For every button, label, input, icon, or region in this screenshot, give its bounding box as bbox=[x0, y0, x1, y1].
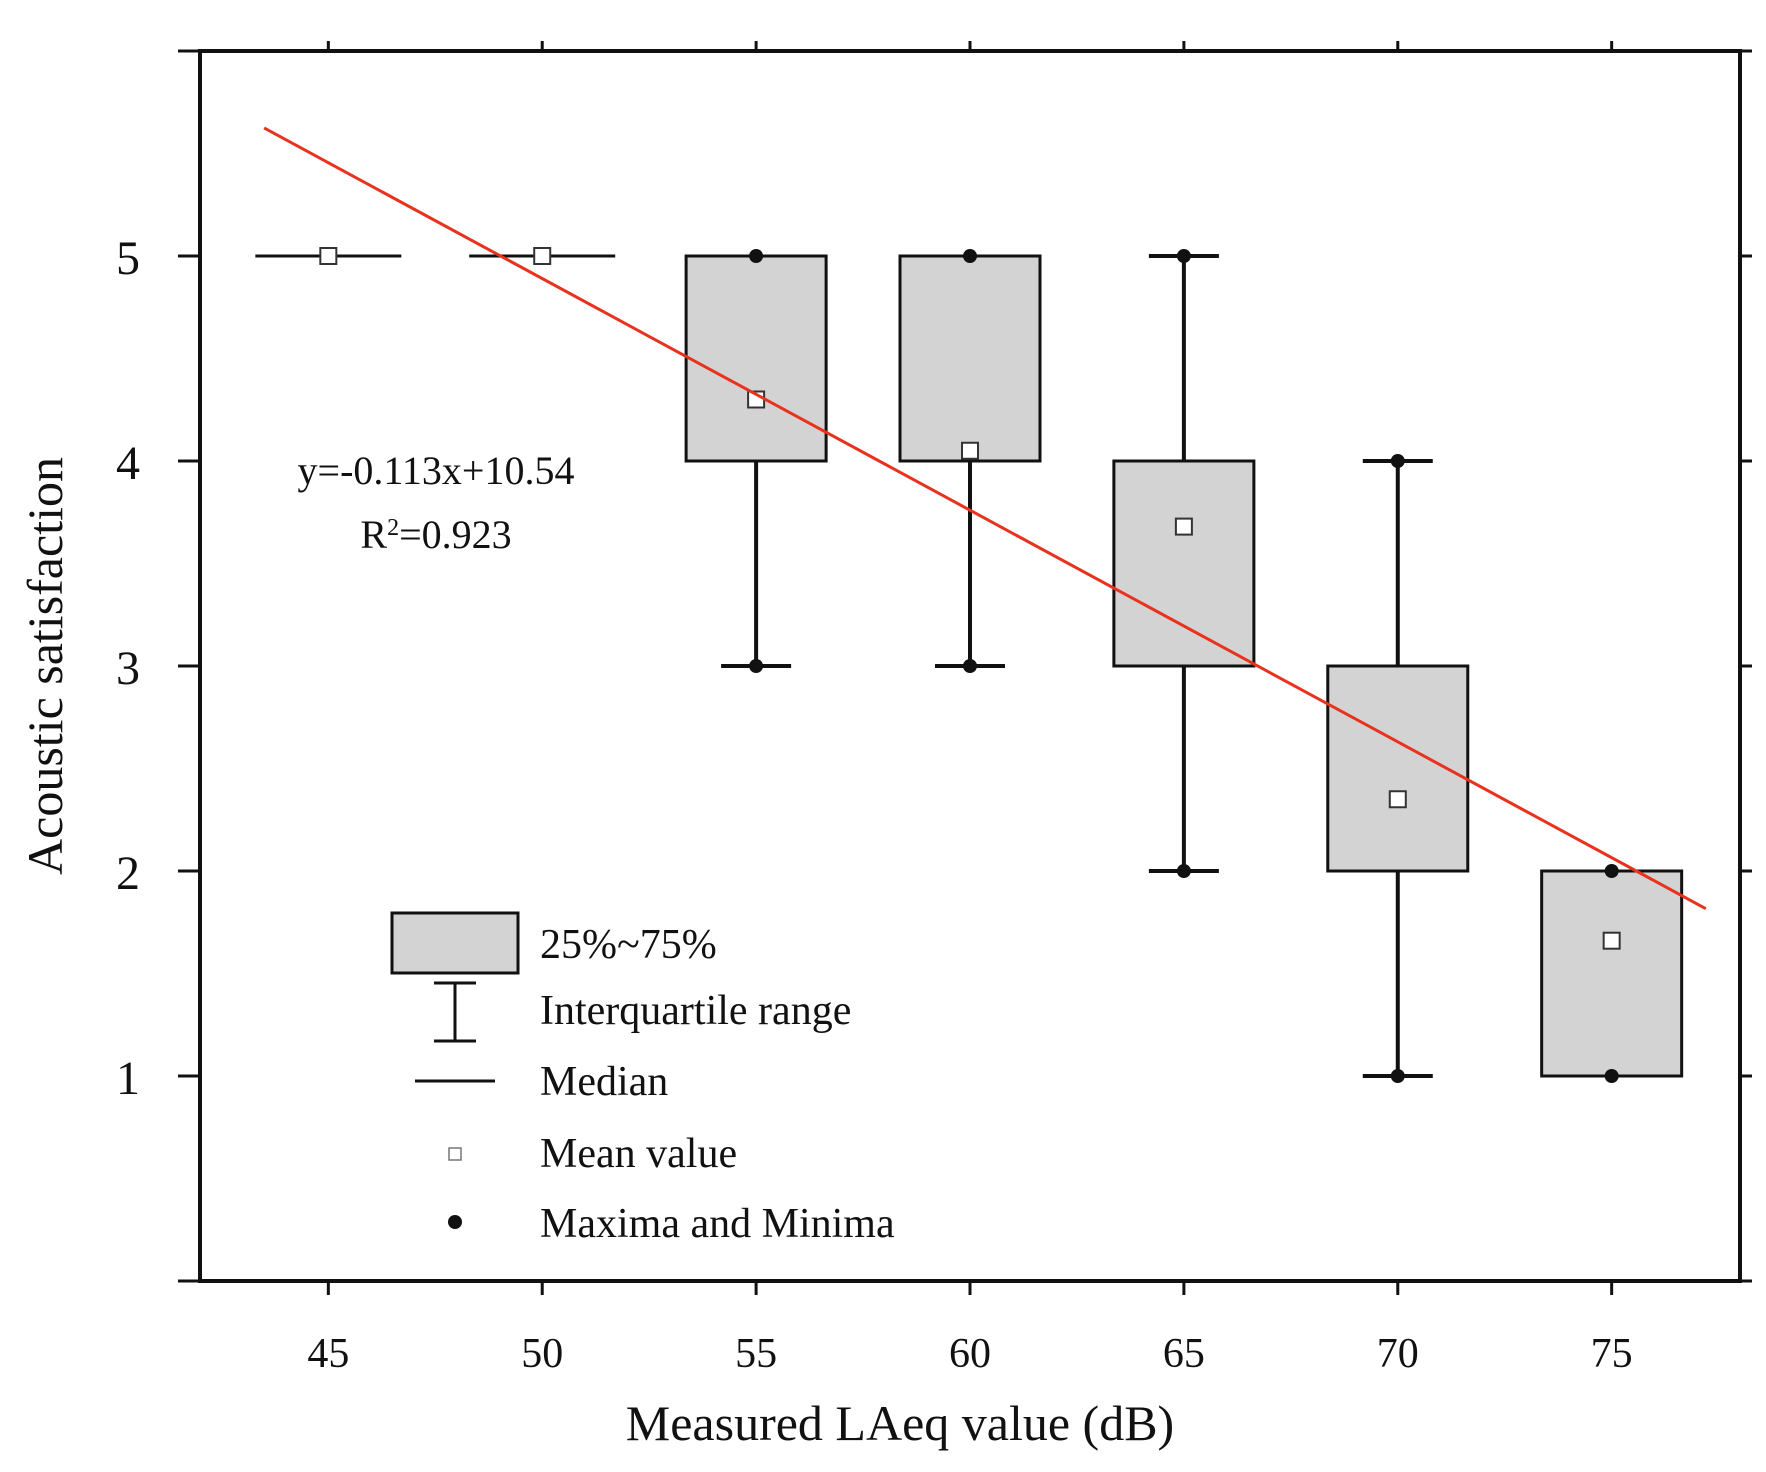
box-65 bbox=[1112, 249, 1256, 878]
y-tick-labels: 1 2 3 4 5 bbox=[116, 232, 140, 1105]
x-tick-label-50: 50 bbox=[521, 1331, 563, 1377]
x-tick-labels: 45 50 55 60 65 70 75 bbox=[307, 1331, 1632, 1377]
regression-line bbox=[263, 126, 1707, 910]
max-point-65 bbox=[1176, 249, 1191, 263]
x-tick-label-55: 55 bbox=[735, 1331, 777, 1377]
x-tick-label-75: 75 bbox=[1591, 1331, 1633, 1377]
iqr-box-65 bbox=[1112, 459, 1256, 668]
axis-ticks bbox=[178, 41, 1752, 1295]
min-point-75 bbox=[1604, 1069, 1619, 1083]
legend-whisker-swatch bbox=[434, 981, 476, 1043]
max-point-70 bbox=[1390, 454, 1405, 468]
y-tick-label-5: 5 bbox=[116, 232, 140, 285]
legend-median-label: Median bbox=[540, 1059, 668, 1105]
mean-marker-60 bbox=[961, 441, 979, 460]
mean-marker-50 bbox=[533, 247, 552, 265]
mean-marker-45 bbox=[319, 247, 338, 265]
y-tick-label-3: 3 bbox=[116, 642, 140, 695]
x-tick-label-70: 70 bbox=[1377, 1331, 1419, 1377]
r2-label: R2=0.923 bbox=[360, 512, 511, 557]
mean-marker-65 bbox=[1174, 517, 1193, 536]
iqr-box-60 bbox=[898, 254, 1042, 463]
box-75 bbox=[1540, 864, 1684, 1083]
min-point-55 bbox=[749, 659, 764, 673]
iqr-box-75 bbox=[1540, 869, 1684, 1078]
mean-marker-75 bbox=[1602, 931, 1621, 950]
min-point-70 bbox=[1390, 1069, 1405, 1083]
box-55 bbox=[684, 249, 828, 673]
y-tick-label-2: 2 bbox=[116, 847, 140, 900]
y-tick-label-4: 4 bbox=[116, 437, 140, 490]
max-point-60 bbox=[963, 249, 977, 263]
x-axis-label: Measured LAeq value (dB) bbox=[626, 1395, 1174, 1451]
x-tick-label-45: 45 bbox=[307, 1331, 349, 1377]
y-tick-label-1: 1 bbox=[116, 1052, 140, 1105]
legend-whisker-label: Interquartile range bbox=[540, 988, 851, 1034]
max-point-75 bbox=[1604, 864, 1619, 878]
legend-extrema-swatch bbox=[448, 1215, 462, 1229]
mean-marker-70 bbox=[1388, 790, 1407, 809]
max-point-55 bbox=[749, 249, 764, 263]
legend-box-swatch bbox=[390, 911, 520, 975]
legend-mean-swatch bbox=[448, 1147, 462, 1161]
legend-mean-label: Mean value bbox=[540, 1131, 737, 1177]
min-point-65 bbox=[1176, 864, 1191, 878]
equation-label: y=-0.113x+10.54 bbox=[298, 448, 575, 493]
legend: 25%~75% Interquartile range Median Mean … bbox=[390, 911, 895, 1247]
x-tick-label-65: 65 bbox=[1163, 1331, 1205, 1377]
legend-extrema-label: Maxima and Minima bbox=[540, 1201, 895, 1247]
legend-box-label: 25%~75% bbox=[540, 922, 717, 968]
box-60 bbox=[898, 249, 1042, 673]
y-axis-label: Acoustic satisfaction bbox=[17, 457, 73, 875]
min-point-60 bbox=[963, 659, 977, 673]
box-50 bbox=[469, 247, 616, 265]
iqr-box-55 bbox=[684, 254, 828, 463]
x-tick-label-60: 60 bbox=[949, 1331, 991, 1377]
box-45 bbox=[255, 247, 402, 265]
